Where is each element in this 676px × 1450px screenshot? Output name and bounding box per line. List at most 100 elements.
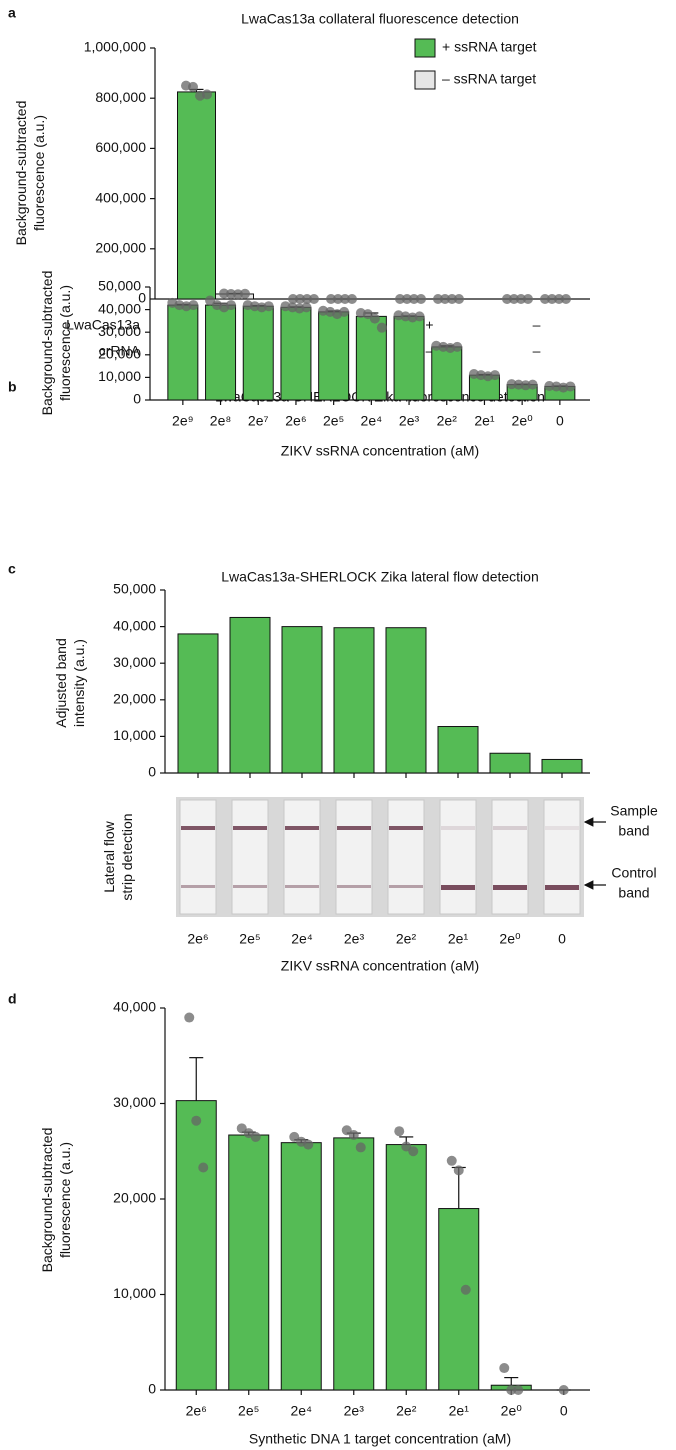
sample-band (389, 826, 423, 830)
data-point (447, 1156, 457, 1166)
legend-label: + ssRNA target (442, 39, 537, 55)
y-tick-label: 0 (133, 391, 141, 407)
y-tick-label: 40,000 (113, 617, 156, 633)
bar (206, 305, 236, 400)
condition-value: – (533, 317, 541, 333)
data-point (188, 300, 198, 310)
data-point (198, 1162, 208, 1172)
data-point (184, 1013, 194, 1023)
x-tick-label: 0 (556, 413, 564, 429)
y-tick-label: 400,000 (95, 189, 146, 205)
strip-label-line: Lateral flow (101, 820, 117, 892)
y-axis-label-line: Adjusted band (53, 638, 69, 728)
bar (176, 1101, 216, 1390)
figure: a LwaCas13a collateral fluorescence detec… (0, 0, 676, 1450)
y-tick-label: 10,000 (113, 727, 156, 743)
y-axis-label-line: fluorescence (a.u.) (31, 115, 47, 231)
control-band (285, 885, 319, 888)
condition-value: – (533, 343, 541, 359)
control-band (233, 885, 267, 888)
x-tick-label: 2e⁴ (361, 413, 383, 429)
bar (178, 92, 216, 299)
data-point (347, 294, 357, 304)
data-point (251, 1132, 261, 1142)
control-band (337, 885, 371, 888)
x-tick-label: 2e⁷ (248, 413, 269, 429)
bar (281, 307, 311, 400)
data-point (240, 289, 250, 299)
x-tick-label: 2e² (396, 1403, 417, 1419)
strip-label-line: strip detection (119, 813, 135, 900)
bar (229, 1135, 269, 1390)
y-tick-label: 40,000 (113, 999, 156, 1015)
bar (334, 628, 374, 773)
chart-title: LwaCas13a collateral fluorescence detect… (241, 11, 519, 27)
data-point (523, 294, 533, 304)
bar (334, 1138, 374, 1390)
panel-letter: b (8, 379, 17, 395)
x-tick-label: 2e⁶ (285, 413, 306, 429)
y-tick-label: 0 (148, 764, 156, 780)
panel-letter: d (8, 991, 17, 1007)
sample-band (493, 826, 527, 830)
y-tick-label: 10,000 (98, 368, 141, 384)
bar (490, 753, 530, 773)
y-axis-label-line: Background-subtracted (13, 101, 29, 246)
legend-label: – ssRNA target (442, 71, 536, 87)
bar (394, 316, 424, 400)
bar (168, 305, 198, 400)
x-tick-label: 2e⁰ (501, 1403, 523, 1419)
y-axis-label-line: fluorescence (a.u.) (57, 1142, 73, 1258)
data-point (370, 314, 380, 324)
y-axis-label: Adjusted bandintensity (a.u.) (53, 638, 87, 728)
y-tick-label: 50,000 (113, 581, 156, 597)
x-axis-label: ZIKV ssRNA concentration (aM) (281, 443, 479, 459)
x-tick-label: 2e⁶ (186, 1403, 207, 1419)
x-tick-label: 2e⁹ (172, 413, 194, 429)
strip (440, 800, 476, 914)
y-tick-label: 20,000 (98, 346, 141, 362)
bar (438, 727, 478, 773)
data-point (303, 1140, 313, 1150)
y-tick-label: 200,000 (95, 240, 146, 256)
x-tick-label: 2e⁴ (291, 931, 313, 947)
bar (243, 306, 273, 400)
data-point (356, 1142, 366, 1152)
data-point (188, 82, 198, 92)
annotation: Control (611, 865, 656, 881)
y-tick-label: 20,000 (113, 691, 156, 707)
strip (284, 800, 320, 914)
data-point (499, 1363, 509, 1373)
data-point (339, 307, 349, 317)
control-band (389, 885, 423, 888)
sample-band (233, 826, 267, 830)
y-axis-label-line: intensity (a.u.) (71, 639, 87, 727)
y-tick-label: 10,000 (113, 1285, 156, 1301)
legend-swatch (415, 71, 435, 89)
sample-band (337, 826, 371, 830)
y-tick-label: 40,000 (98, 300, 141, 316)
y-tick-label: 50,000 (98, 278, 141, 294)
data-point (416, 294, 426, 304)
annotation: band (618, 823, 649, 839)
y-tick-label: 20,000 (113, 1190, 156, 1206)
x-axis-label: ZIKV ssRNA concentration (aM) (281, 958, 479, 974)
bar (178, 634, 218, 773)
data-point (226, 300, 236, 310)
bar (282, 627, 322, 773)
panel-letter: a (8, 5, 16, 21)
y-tick-label: 1,000,000 (84, 39, 146, 55)
strip (336, 800, 372, 914)
data-point (301, 302, 311, 312)
x-tick-label: 2e⁸ (210, 413, 232, 429)
bar (386, 1145, 426, 1390)
x-tick-label: 2e³ (399, 413, 420, 429)
chart-title: LwaCas13a-SHERLOCK Zika lateral flow det… (221, 569, 538, 585)
x-tick-label: 2e¹ (448, 931, 469, 947)
strip (388, 800, 424, 914)
y-axis-label-line: Background-subtracted (39, 271, 55, 416)
data-point (561, 294, 571, 304)
